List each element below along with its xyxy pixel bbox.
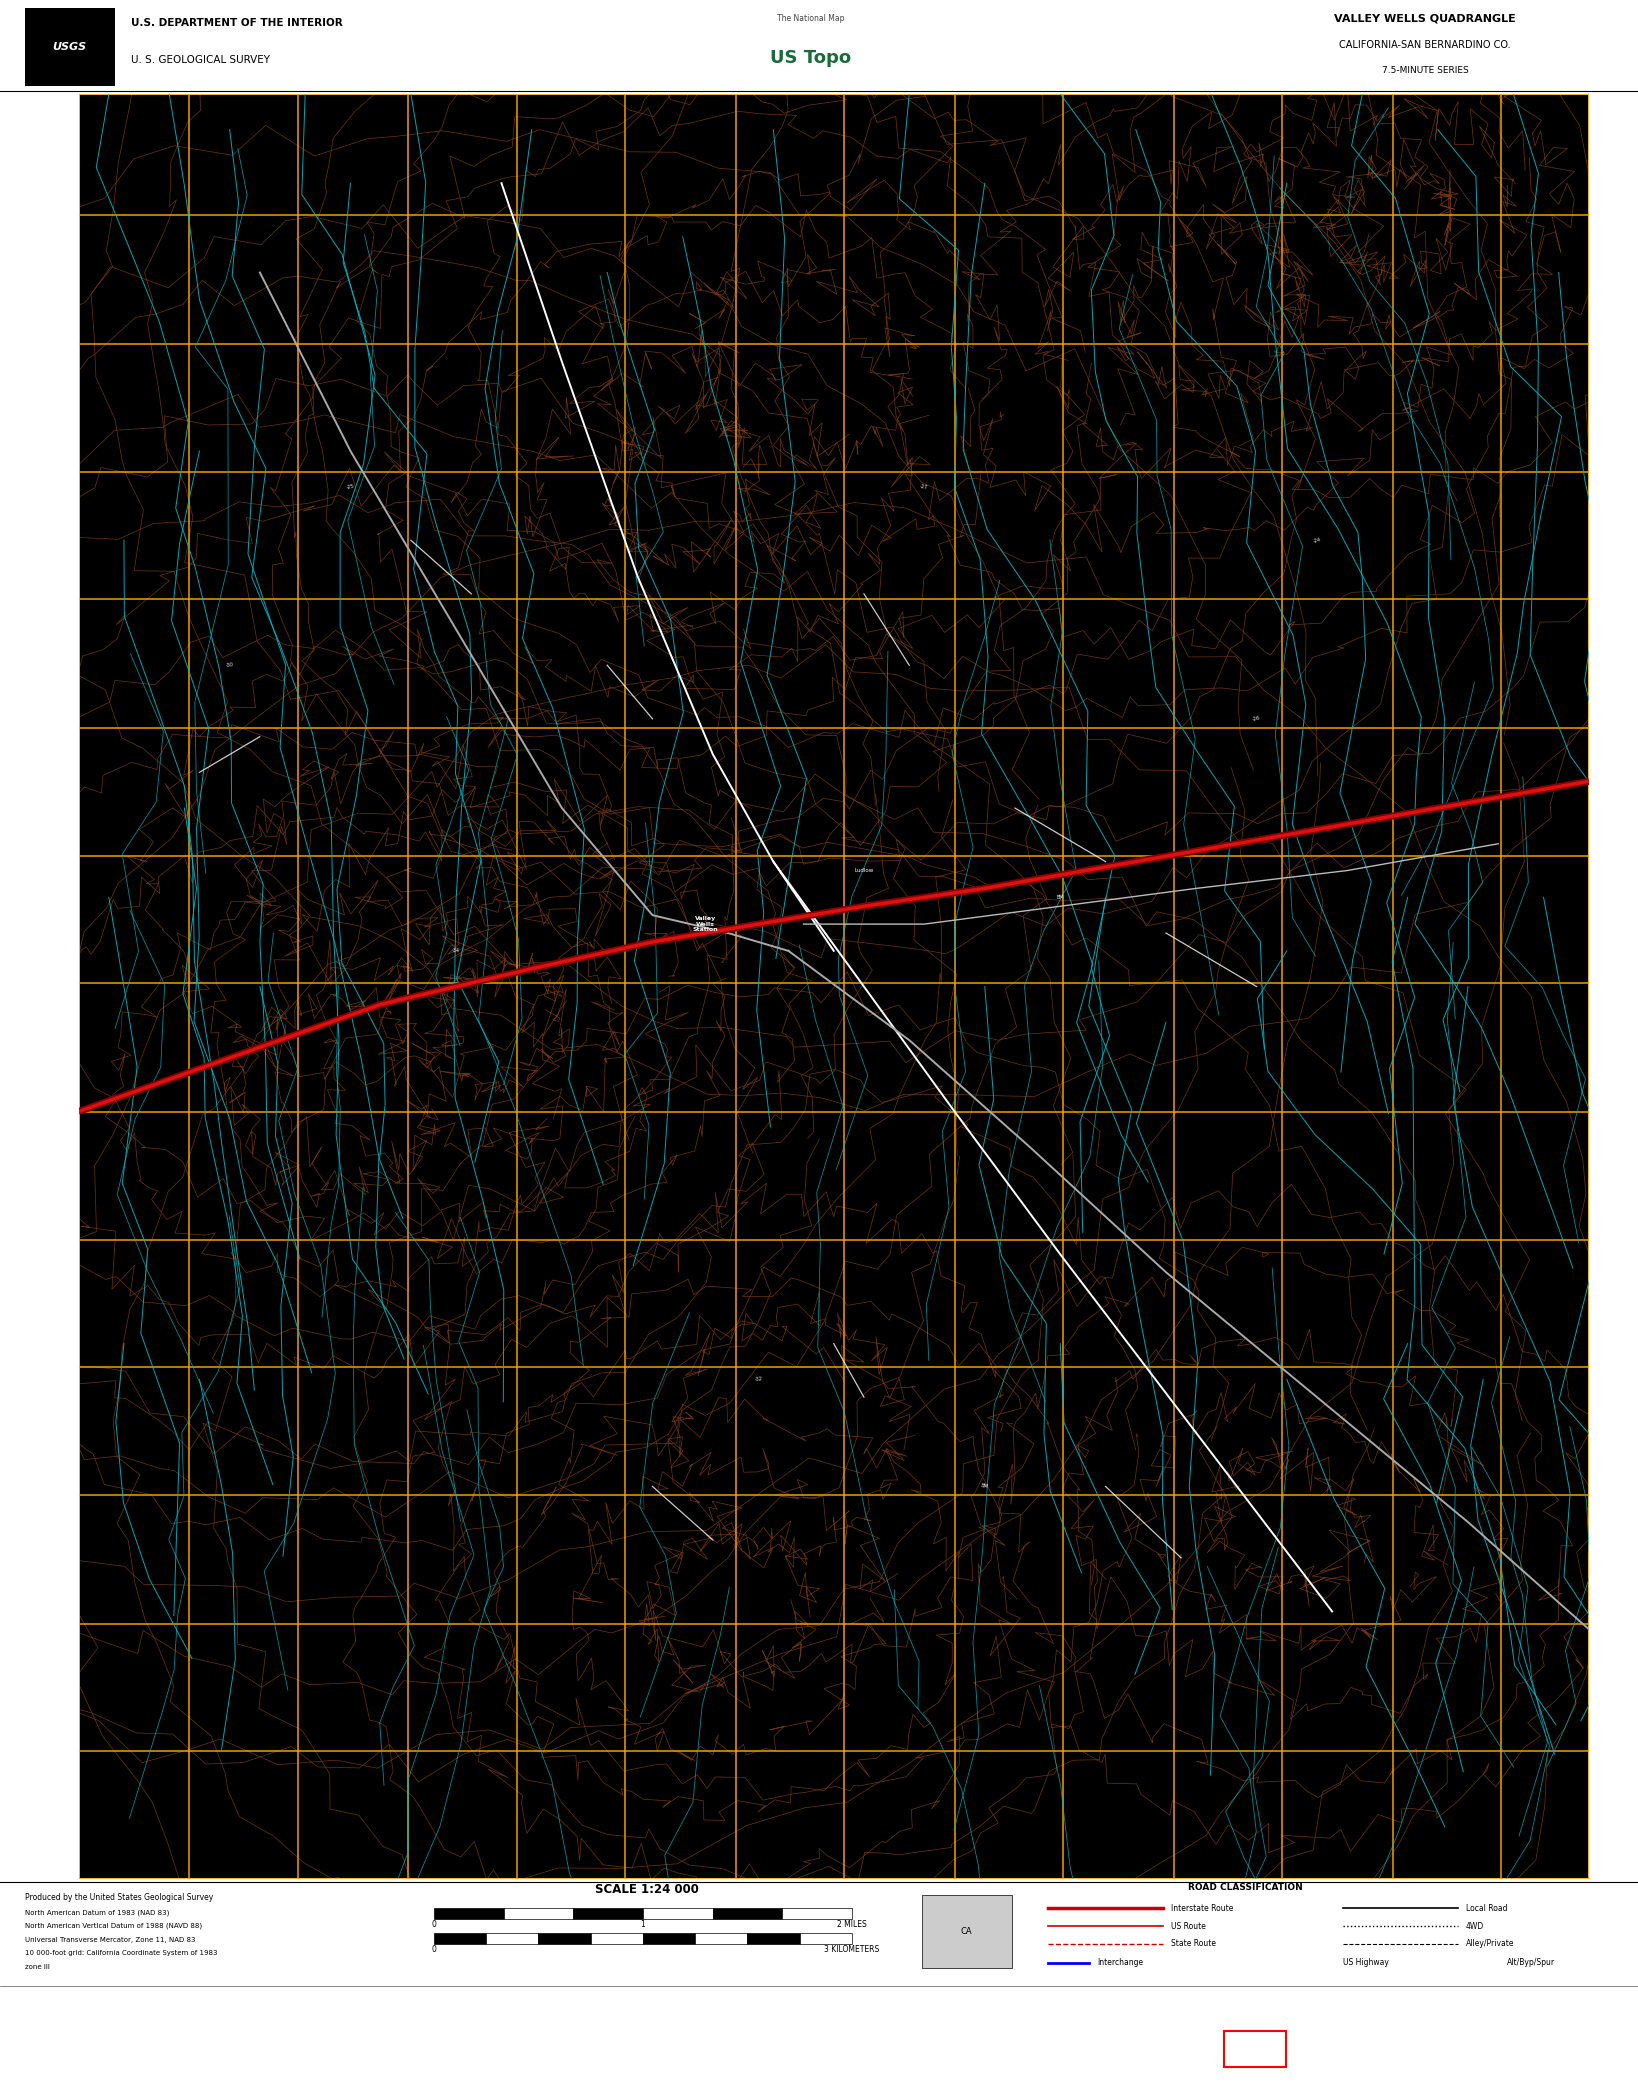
Text: -26: -26 [1251, 716, 1261, 722]
Text: BM: BM [981, 1482, 989, 1489]
Bar [25, 8, 115, 86]
Text: US Topo: US Topo [770, 50, 852, 67]
Text: VALLEY WELLS QUADRANGLE: VALLEY WELLS QUADRANGLE [1335, 15, 1515, 23]
Text: CA: CA [960, 1927, 973, 1936]
Bar [799, 1933, 852, 1944]
Text: -27: -27 [921, 484, 929, 491]
Text: State Route: State Route [1171, 1940, 1215, 1948]
Text: Universal Transverse Mercator, Zone 11, NAD 83: Universal Transverse Mercator, Zone 11, … [25, 1938, 195, 1942]
Text: U.S. DEPARTMENT OF THE INTERIOR: U.S. DEPARTMENT OF THE INTERIOR [131, 17, 342, 27]
Text: 10 000-foot grid: California Coordinate System of 1983: 10 000-foot grid: California Coordinate … [25, 1950, 218, 1956]
Bar [644, 1933, 695, 1944]
Text: -32: -32 [753, 1376, 762, 1382]
Text: The National Map: The National Map [776, 15, 845, 23]
Bar [1224, 2030, 1286, 2067]
Bar [539, 1933, 591, 1944]
Text: 0: 0 [432, 1946, 436, 1954]
Bar [573, 1908, 644, 1919]
Bar [713, 1908, 783, 1919]
Text: 4WD: 4WD [1466, 1921, 1484, 1931]
Text: 3 KILOMETERS: 3 KILOMETERS [824, 1946, 880, 1954]
Text: Alt/Byp/Spur: Alt/Byp/Spur [1507, 1959, 1554, 1967]
Text: Local Road: Local Road [1466, 1904, 1507, 1913]
Text: -24: -24 [1312, 537, 1322, 543]
Text: ROAD CLASSIFICATION: ROAD CLASSIFICATION [1188, 1883, 1302, 1892]
Text: SCALE 1:24 000: SCALE 1:24 000 [595, 1883, 699, 1896]
Bar [505, 1908, 573, 1919]
Bar [434, 1908, 505, 1919]
Text: 0: 0 [432, 1921, 436, 1929]
Text: zone III: zone III [25, 1965, 49, 1969]
Text: Ludlow: Ludlow [855, 869, 873, 873]
Text: Interchange: Interchange [1097, 1959, 1143, 1967]
Text: 7.5-MINUTE SERIES: 7.5-MINUTE SERIES [1382, 67, 1468, 75]
Text: BM: BM [1057, 894, 1065, 900]
Text: -30: -30 [226, 662, 234, 668]
Bar [434, 1933, 486, 1944]
Text: 2 MILES: 2 MILES [837, 1921, 867, 1929]
Text: CALIFORNIA-SAN BERNARDINO CO.: CALIFORNIA-SAN BERNARDINO CO. [1340, 40, 1510, 50]
Text: 1: 1 [640, 1921, 645, 1929]
Text: Alley/Private: Alley/Private [1466, 1940, 1515, 1948]
Bar [695, 1933, 747, 1944]
Text: Produced by the United States Geological Survey: Produced by the United States Geological… [25, 1894, 213, 1902]
Bar [486, 1933, 539, 1944]
Bar [591, 1933, 642, 1944]
Text: Interstate Route: Interstate Route [1171, 1904, 1233, 1913]
Text: USGS: USGS [52, 42, 87, 52]
Text: -25: -25 [346, 484, 355, 491]
Bar [922, 1896, 1012, 1967]
Text: North American Vertical Datum of 1988 (NAVD 88): North American Vertical Datum of 1988 (N… [25, 1923, 201, 1929]
Text: U. S. GEOLOGICAL SURVEY: U. S. GEOLOGICAL SURVEY [131, 54, 270, 65]
Bar [644, 1908, 713, 1919]
Text: North American Datum of 1983 (NAD 83): North American Datum of 1983 (NAD 83) [25, 1908, 169, 1917]
Text: -34: -34 [452, 948, 460, 954]
Bar [747, 1933, 799, 1944]
Text: US Highway: US Highway [1343, 1959, 1389, 1967]
Text: Valley
Wells
Station: Valley Wells Station [693, 917, 717, 933]
Text: US Route: US Route [1171, 1921, 1206, 1931]
Bar [783, 1908, 852, 1919]
